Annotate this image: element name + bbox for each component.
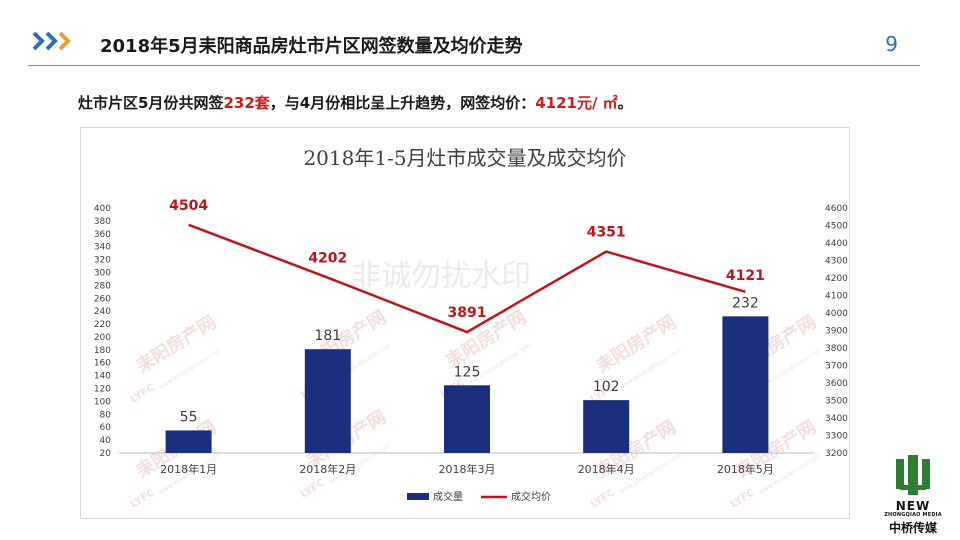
- combo-chart: 耒阳房产网LYFCwww.leiyanghouse.com耒阳房产网LYFCww…: [94, 146, 848, 511]
- price-label-4: 4121: [726, 268, 765, 284]
- legend-bar-label: 成交量: [433, 490, 463, 503]
- bar-label-4: 232: [732, 295, 759, 311]
- bar-3: [583, 400, 630, 453]
- bar-1: [304, 349, 351, 453]
- company-logo: NEW ZHONGQIAO MEDIA 中桥传媒: [882, 455, 944, 535]
- y-left-tick-14: 300: [94, 268, 111, 278]
- header-divider: [28, 65, 920, 66]
- y-right-tick-6: 3800: [825, 344, 848, 354]
- y-left-tick-2: 60: [100, 423, 112, 433]
- y-right-tick-3: 3500: [825, 397, 848, 407]
- logo-new-text: NEW: [895, 499, 931, 513]
- y-left-tick-16: 340: [94, 243, 111, 253]
- summary-suffix: 。: [617, 94, 633, 112]
- x-tick-3: 2018年4月: [578, 462, 635, 476]
- y-left-tick-3: 80: [100, 410, 112, 420]
- watermark-letters-6: LYFC: [299, 477, 327, 500]
- y-left-tick-13: 280: [94, 281, 111, 291]
- y-left-tick-18: 380: [94, 217, 111, 227]
- summary-price: 4121元/ ㎡: [535, 94, 618, 112]
- y-left-tick-15: 320: [94, 256, 111, 266]
- watermark-letters-0: LYFC: [129, 382, 157, 405]
- y-right-tick-10: 4200: [825, 274, 848, 284]
- price-label-2: 3891: [448, 305, 487, 321]
- y-left-tick-0: 20: [100, 449, 112, 459]
- y-right-tick-5: 3700: [825, 362, 848, 372]
- legend-bar-swatch: [407, 493, 429, 500]
- bar-label-2: 125: [454, 364, 481, 380]
- logo-mark-icon: [896, 455, 930, 495]
- price-line: [188, 223, 746, 334]
- y-left-tick-12: 260: [94, 294, 111, 304]
- y-right-tick-11: 4300: [825, 257, 848, 267]
- bar-label-1: 181: [314, 328, 341, 344]
- price-label-3: 4351: [587, 225, 626, 241]
- logo-media-text: ZHONGQIAO MEDIA: [884, 512, 942, 518]
- y-left-tick-8: 180: [94, 346, 111, 356]
- bar-0: [165, 430, 212, 453]
- y-right-tick-8: 4000: [825, 309, 848, 319]
- y-right-tick-2: 3400: [825, 414, 848, 424]
- x-tick-4: 2018年5月: [717, 462, 774, 476]
- y-right-tick-1: 3300: [825, 432, 848, 442]
- y-left-tick-7: 160: [94, 359, 111, 369]
- y-right-tick-4: 3600: [825, 379, 848, 389]
- bar-label-3: 102: [593, 379, 620, 395]
- slide-header: 2018年5月耒阳商品房灶市片区网签数量及均价走势 9: [0, 0, 960, 68]
- y-left-tick-5: 120: [94, 385, 111, 395]
- summary-middle: ，与4月份相比呈上升趋势，网签均价：: [269, 94, 536, 112]
- y-right-tick-9: 4100: [825, 292, 848, 302]
- watermark-brand-0: 耒阳房产网: [132, 311, 220, 377]
- x-tick-1: 2018年2月: [299, 462, 356, 476]
- watermark-letters-5: LYFC: [129, 487, 157, 510]
- watermark-brand-3: 耒阳房产网: [592, 311, 680, 377]
- logo-chinese-text: 中桥传媒: [888, 521, 937, 535]
- y-right-tick-7: 3900: [825, 327, 848, 337]
- y-left-tick-6: 140: [94, 372, 111, 382]
- chart-container: 耒阳房产网LYFCwww.leiyanghouse.com耒阳房产网LYFCww…: [80, 127, 850, 519]
- price-label-1: 4202: [308, 251, 347, 267]
- page-number: 9: [885, 32, 898, 56]
- y-right-tick-0: 3200: [825, 449, 848, 459]
- y-left-tick-11: 240: [94, 307, 111, 317]
- watermark-letters-8: LYFC: [729, 487, 757, 510]
- y-right-tick-12: 4400: [825, 239, 848, 249]
- y-left-tick-10: 220: [94, 320, 111, 330]
- x-tick-2: 2018年3月: [439, 462, 496, 476]
- x-tick-0: 2018年1月: [160, 462, 217, 476]
- y-right-tick-14: 4600: [825, 204, 848, 214]
- bar-4: [722, 316, 769, 453]
- bar-label-0: 55: [180, 409, 198, 425]
- double-chevron-icon: [32, 31, 71, 51]
- y-left-tick-17: 360: [94, 230, 111, 240]
- y-right-tick-13: 4500: [825, 222, 848, 232]
- chart-title: 2018年1-5月灶市成交量及成交均价: [303, 146, 626, 170]
- watermark-center-text: 非诚勿扰水印: [351, 259, 531, 294]
- bar-2: [444, 385, 490, 453]
- y-left-tick-1: 40: [100, 436, 112, 446]
- summary-prefix: 灶市片区5月份共网签: [78, 94, 224, 112]
- y-left-tick-4: 100: [94, 397, 111, 407]
- y-left-tick-19: 400: [94, 204, 111, 214]
- summary-text: 灶市片区5月份共网签232套，与4月份相比呈上升趋势，网签均价：4121元/ ㎡…: [78, 92, 633, 113]
- y-left-tick-9: 200: [94, 333, 111, 343]
- watermark-letters-7: LYFC: [589, 487, 617, 510]
- legend-line-label: 成交均价: [511, 490, 551, 503]
- page-title: 2018年5月耒阳商品房灶市片区网签数量及均价走势: [100, 36, 523, 57]
- price-label-0: 4504: [169, 198, 208, 214]
- summary-units: 232套: [223, 94, 270, 112]
